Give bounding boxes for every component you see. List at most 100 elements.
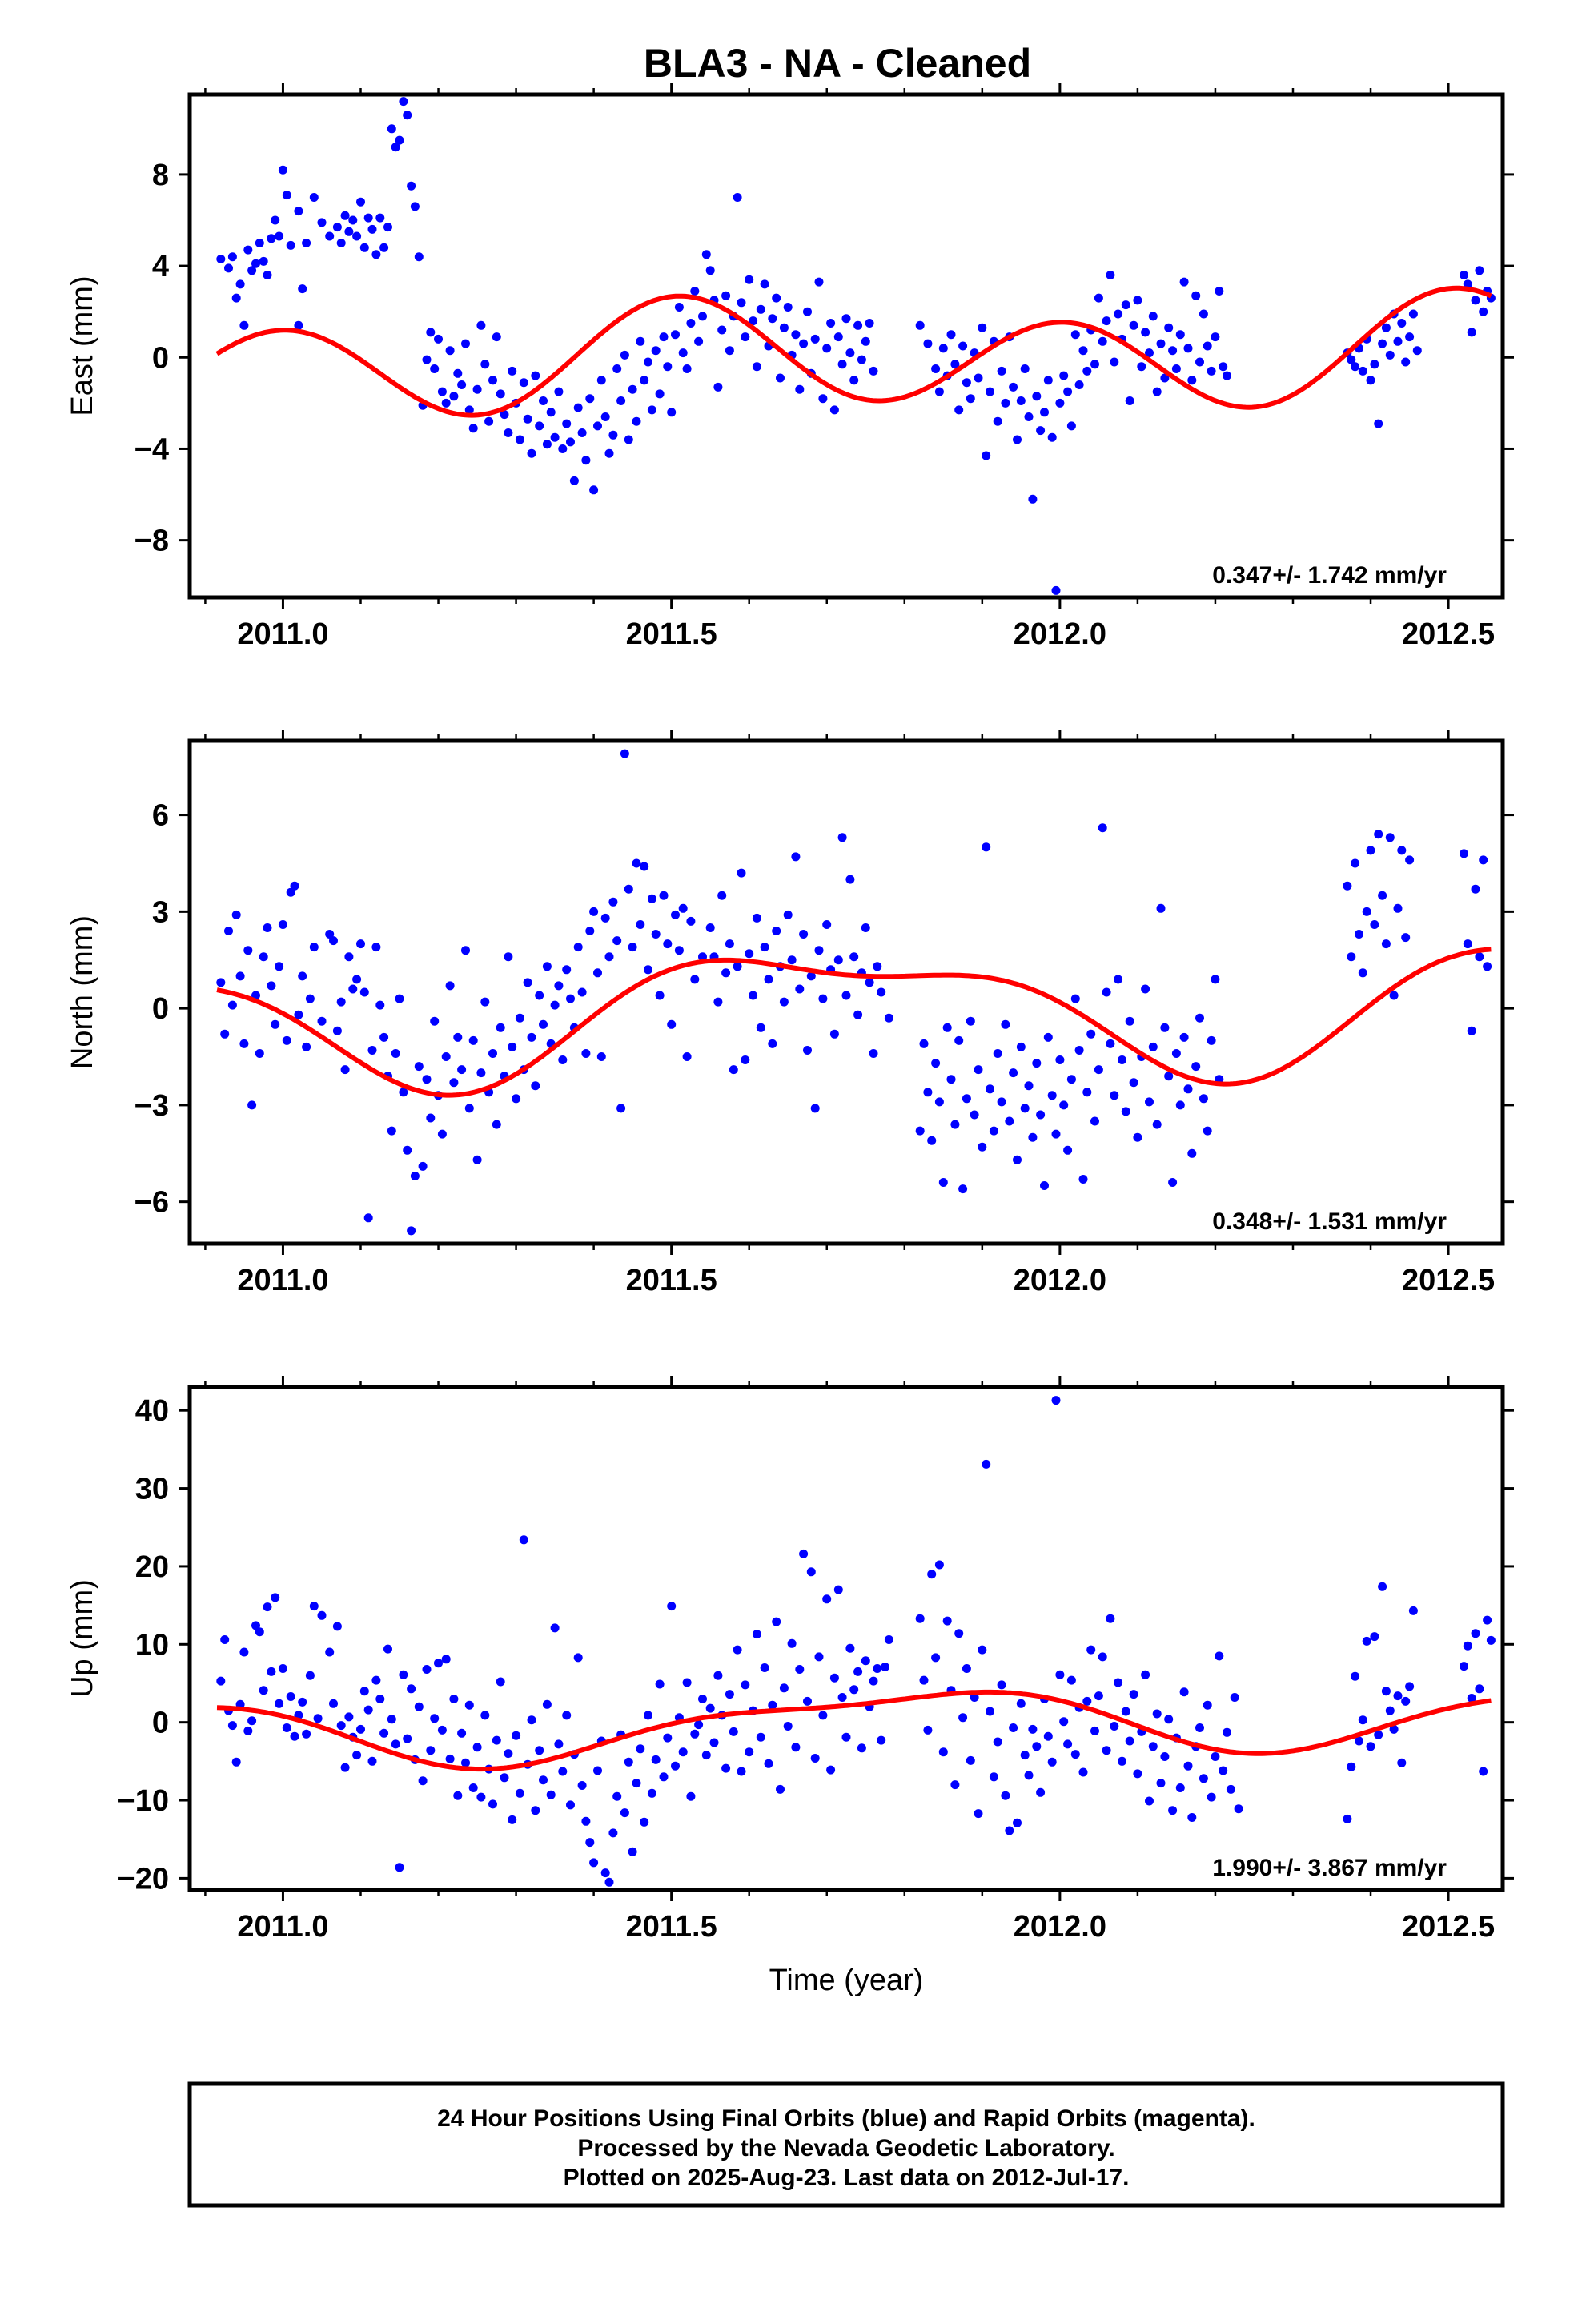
up-data-point	[869, 1676, 878, 1686]
east-data-point	[1195, 357, 1204, 367]
up-y-tick-label: 30	[135, 1473, 169, 1506]
east-data-point	[986, 387, 994, 396]
up-data-point	[651, 1755, 661, 1764]
up-data-point	[391, 1739, 400, 1749]
up-data-point	[387, 1715, 396, 1724]
east-rate-label: 0.347+/- 1.742 mm/yr	[1212, 562, 1447, 589]
east-data-point	[647, 405, 656, 415]
east-data-point	[717, 325, 727, 335]
east-data-point	[1024, 412, 1034, 421]
up-data-point	[1203, 1700, 1212, 1710]
up-data-point	[441, 1655, 451, 1664]
up-data-point	[659, 1772, 669, 1782]
east-data-point	[558, 444, 568, 453]
east-data-point	[492, 332, 501, 342]
east-data-point	[1082, 366, 1092, 376]
east-data-point	[923, 339, 933, 348]
up-data-point	[496, 1677, 505, 1687]
east-data-point	[713, 382, 723, 392]
up-data-point	[1347, 1762, 1356, 1771]
east-data-point	[275, 231, 284, 241]
east-data-point	[566, 437, 575, 447]
east-x-tick-label: 2011.0	[237, 617, 328, 651]
up-data-point	[818, 1711, 828, 1720]
north-data-point	[573, 943, 583, 952]
north-data-point	[1199, 1094, 1208, 1104]
east-plot-frame	[187, 92, 1505, 600]
north-data-point	[480, 997, 490, 1007]
east-data-point	[317, 218, 327, 227]
up-data-point	[667, 1602, 677, 1611]
up-data-point	[437, 1725, 447, 1735]
up-data-point	[694, 1720, 704, 1730]
up-y-axis-label: Up (mm)	[66, 1579, 99, 1698]
north-data-point	[760, 943, 769, 952]
north-data-point	[934, 1097, 944, 1107]
east-data-point	[1160, 373, 1170, 383]
up-data-point	[363, 1705, 373, 1715]
east-data-point	[504, 428, 513, 437]
east-data-point	[1094, 293, 1103, 303]
east-data-point	[1351, 362, 1360, 372]
north-data-point	[640, 862, 649, 871]
footer-box: 24 Hour Positions Using Final Orbits (bl…	[187, 2081, 1505, 2208]
north-data-point	[504, 952, 513, 962]
up-data-point	[531, 1806, 540, 1815]
up-data-point	[305, 1671, 315, 1680]
north-data-point	[628, 943, 637, 952]
up-data-point	[422, 1665, 432, 1674]
north-data-point	[674, 946, 684, 955]
up-data-point	[795, 1665, 805, 1674]
up-data-point	[1408, 1606, 1418, 1615]
up-data-point	[822, 1594, 832, 1604]
east-data-point	[437, 387, 447, 396]
east-data-point	[468, 424, 478, 433]
footer-line-3: Plotted on 2025-Aug-23. Last data on 201…	[564, 2165, 1130, 2191]
north-data-point	[359, 987, 369, 997]
north-data-point	[472, 1155, 482, 1164]
up-data-point	[512, 1731, 521, 1740]
east-data-point	[694, 336, 704, 346]
east-data-point	[931, 364, 941, 373]
north-data-point	[1141, 984, 1150, 994]
north-data-point	[515, 1013, 524, 1023]
north-data-point	[1016, 1042, 1026, 1051]
north-data-point	[340, 1065, 350, 1075]
north-data-point	[1374, 830, 1383, 839]
east-data-point	[628, 384, 637, 394]
east-data-point	[608, 430, 618, 440]
north-data-point	[1175, 1100, 1185, 1110]
up-data-point	[1009, 1723, 1018, 1732]
north-data-point	[309, 943, 319, 952]
east-data-point	[367, 224, 377, 234]
chart-title: BLA3 - NA - Cleaned	[644, 41, 1031, 86]
east-data-point	[1397, 319, 1407, 328]
up-data-point	[1094, 1691, 1103, 1701]
up-data-point	[881, 1663, 889, 1671]
up-data-point	[857, 1743, 866, 1753]
east-data-point	[659, 332, 669, 342]
north-data-point	[410, 1172, 420, 1180]
up-data-point	[356, 1724, 365, 1734]
up-data-point	[1381, 1687, 1391, 1696]
north-data-point	[566, 994, 575, 1003]
north-data-point	[329, 936, 338, 946]
east-data-point	[737, 298, 746, 308]
east-data-point	[434, 334, 443, 344]
up-x-tick-label: 2011.5	[626, 1910, 717, 1944]
up-data-point	[1460, 1662, 1468, 1671]
north-y-tick-label: 0	[152, 992, 169, 1026]
up-data-point	[535, 1746, 544, 1755]
east-data-point	[379, 243, 389, 252]
north-data-point	[550, 1000, 560, 1010]
up-data-point	[399, 1670, 408, 1679]
east-data-point	[772, 293, 781, 303]
east-data-point	[1164, 323, 1174, 332]
up-data-point	[853, 1667, 863, 1676]
up-data-point	[806, 1567, 816, 1577]
east-data-point	[1467, 328, 1476, 337]
up-data-point	[239, 1647, 249, 1657]
up-data-point	[1016, 1699, 1026, 1708]
north-data-point	[1211, 975, 1220, 984]
